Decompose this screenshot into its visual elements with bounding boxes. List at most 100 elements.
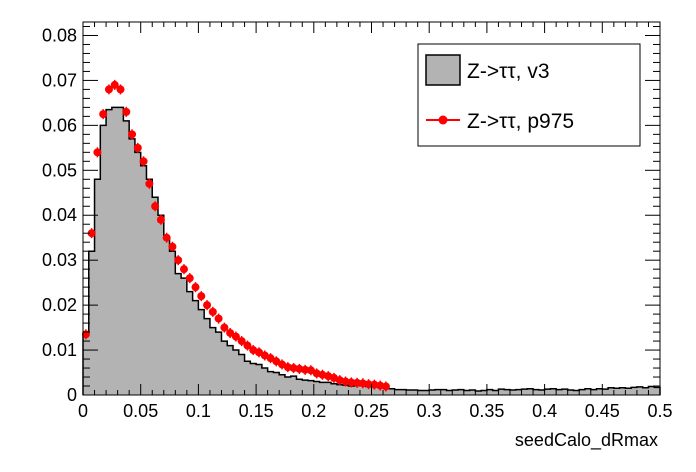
hist-bar bbox=[619, 387, 626, 395]
x-tick-label: 0.05 bbox=[123, 401, 158, 421]
histogram-layer bbox=[82, 106, 661, 396]
hist-bar bbox=[227, 345, 234, 395]
data-point bbox=[381, 382, 390, 391]
hist-bar bbox=[469, 390, 476, 395]
hist-bar bbox=[204, 318, 211, 395]
hist-bar bbox=[406, 390, 413, 395]
x-tick-label: 0.4 bbox=[532, 401, 557, 421]
hist-bar bbox=[140, 165, 147, 395]
hist-bar bbox=[475, 390, 482, 395]
hist-bar bbox=[250, 363, 257, 395]
hist-bar bbox=[308, 380, 315, 395]
data-point bbox=[231, 332, 240, 341]
x-tick-label: 0.5 bbox=[647, 401, 672, 421]
legend-swatch-v3 bbox=[425, 54, 461, 86]
x-tick-label: 0.45 bbox=[585, 401, 620, 421]
data-point bbox=[243, 341, 252, 350]
data-point bbox=[226, 328, 235, 337]
hist-bar bbox=[458, 389, 465, 395]
data-point bbox=[116, 85, 125, 94]
data-point bbox=[99, 110, 108, 119]
hist-bar bbox=[544, 389, 551, 395]
hist-bar bbox=[625, 388, 632, 395]
data-point bbox=[156, 215, 165, 224]
hist-bar bbox=[429, 390, 436, 395]
x-tick-label: 0.15 bbox=[239, 401, 274, 421]
hist-bar bbox=[371, 386, 378, 395]
data-point bbox=[347, 378, 356, 387]
data-point bbox=[168, 242, 177, 251]
hist-bar bbox=[481, 390, 488, 395]
data-point bbox=[191, 283, 200, 292]
hist-bar bbox=[273, 372, 280, 395]
hist-bar bbox=[509, 390, 517, 395]
hist-bar bbox=[100, 125, 107, 395]
data-point bbox=[174, 256, 183, 265]
hist-bar bbox=[631, 387, 638, 395]
ticks-layer bbox=[82, 22, 661, 396]
y-tick-label: 0.08 bbox=[42, 25, 77, 45]
hist-bar bbox=[359, 385, 367, 395]
hist-bar bbox=[584, 388, 592, 395]
y-tick-label: 0.05 bbox=[42, 160, 77, 180]
hist-bar bbox=[417, 390, 424, 395]
hist-bar bbox=[561, 389, 569, 395]
data-point bbox=[139, 157, 148, 166]
hist-bar bbox=[336, 384, 344, 395]
hist-bar bbox=[83, 334, 90, 395]
hist-bar bbox=[175, 273, 182, 395]
hist-bar bbox=[261, 368, 269, 395]
y-tick-label: 0 bbox=[67, 385, 77, 405]
hist-bar bbox=[596, 388, 603, 395]
hist-bar bbox=[550, 388, 557, 395]
hist-bar bbox=[192, 300, 199, 395]
legend-label-p975: Z->ττ, p975 bbox=[467, 110, 574, 133]
y-tick-label: 0.02 bbox=[42, 295, 77, 315]
hist-bar bbox=[567, 390, 574, 395]
hist-bar bbox=[94, 179, 101, 395]
hist-bar bbox=[486, 389, 494, 395]
hist-bar bbox=[146, 179, 153, 395]
hist-bar bbox=[642, 387, 649, 395]
data-point bbox=[122, 107, 131, 116]
hist-bar bbox=[117, 107, 124, 395]
hist-bar bbox=[654, 387, 661, 395]
hist-bar bbox=[440, 389, 447, 395]
hist-bar bbox=[527, 388, 534, 395]
hist-bar bbox=[88, 251, 95, 395]
hist-bar bbox=[377, 386, 384, 395]
data-point bbox=[104, 85, 113, 94]
data-point bbox=[364, 380, 373, 389]
data-point bbox=[208, 307, 217, 316]
hist-bar bbox=[267, 371, 274, 395]
hist-bar bbox=[388, 388, 395, 395]
data-point bbox=[301, 365, 310, 374]
y-tick-label: 0.07 bbox=[42, 70, 77, 90]
hist-bar bbox=[498, 389, 505, 395]
hist-bar bbox=[342, 385, 349, 395]
hist-bar bbox=[648, 386, 655, 395]
x-tick-label: 0.3 bbox=[417, 401, 442, 421]
data-point bbox=[179, 265, 188, 274]
data-point bbox=[197, 292, 206, 301]
hist-bar bbox=[515, 389, 522, 395]
data-point bbox=[162, 233, 171, 242]
data-point bbox=[128, 130, 137, 139]
hist-bar bbox=[452, 390, 459, 395]
legend-label-v3: Z->ττ, v3 bbox=[467, 60, 550, 83]
x-tick-label: 0.25 bbox=[354, 401, 389, 421]
hist-bar bbox=[134, 152, 142, 395]
x-tick-label: 0.2 bbox=[301, 401, 326, 421]
hist-bar bbox=[354, 385, 361, 395]
data-point bbox=[151, 202, 160, 211]
y-tick-label: 0.01 bbox=[42, 340, 77, 360]
hist-bar bbox=[284, 377, 292, 395]
hist-bar bbox=[163, 237, 170, 395]
legend-marker-p975 bbox=[438, 115, 448, 125]
hist-bar bbox=[209, 327, 217, 395]
hist-bar bbox=[573, 390, 580, 395]
points-layer bbox=[81, 79, 390, 392]
x-tick-labels: 0 0.05 0.1 0.15 0.2 0.25 0.3 0.35 0.4 0.45 0.5 bbox=[78, 401, 673, 421]
data-point bbox=[237, 337, 246, 346]
